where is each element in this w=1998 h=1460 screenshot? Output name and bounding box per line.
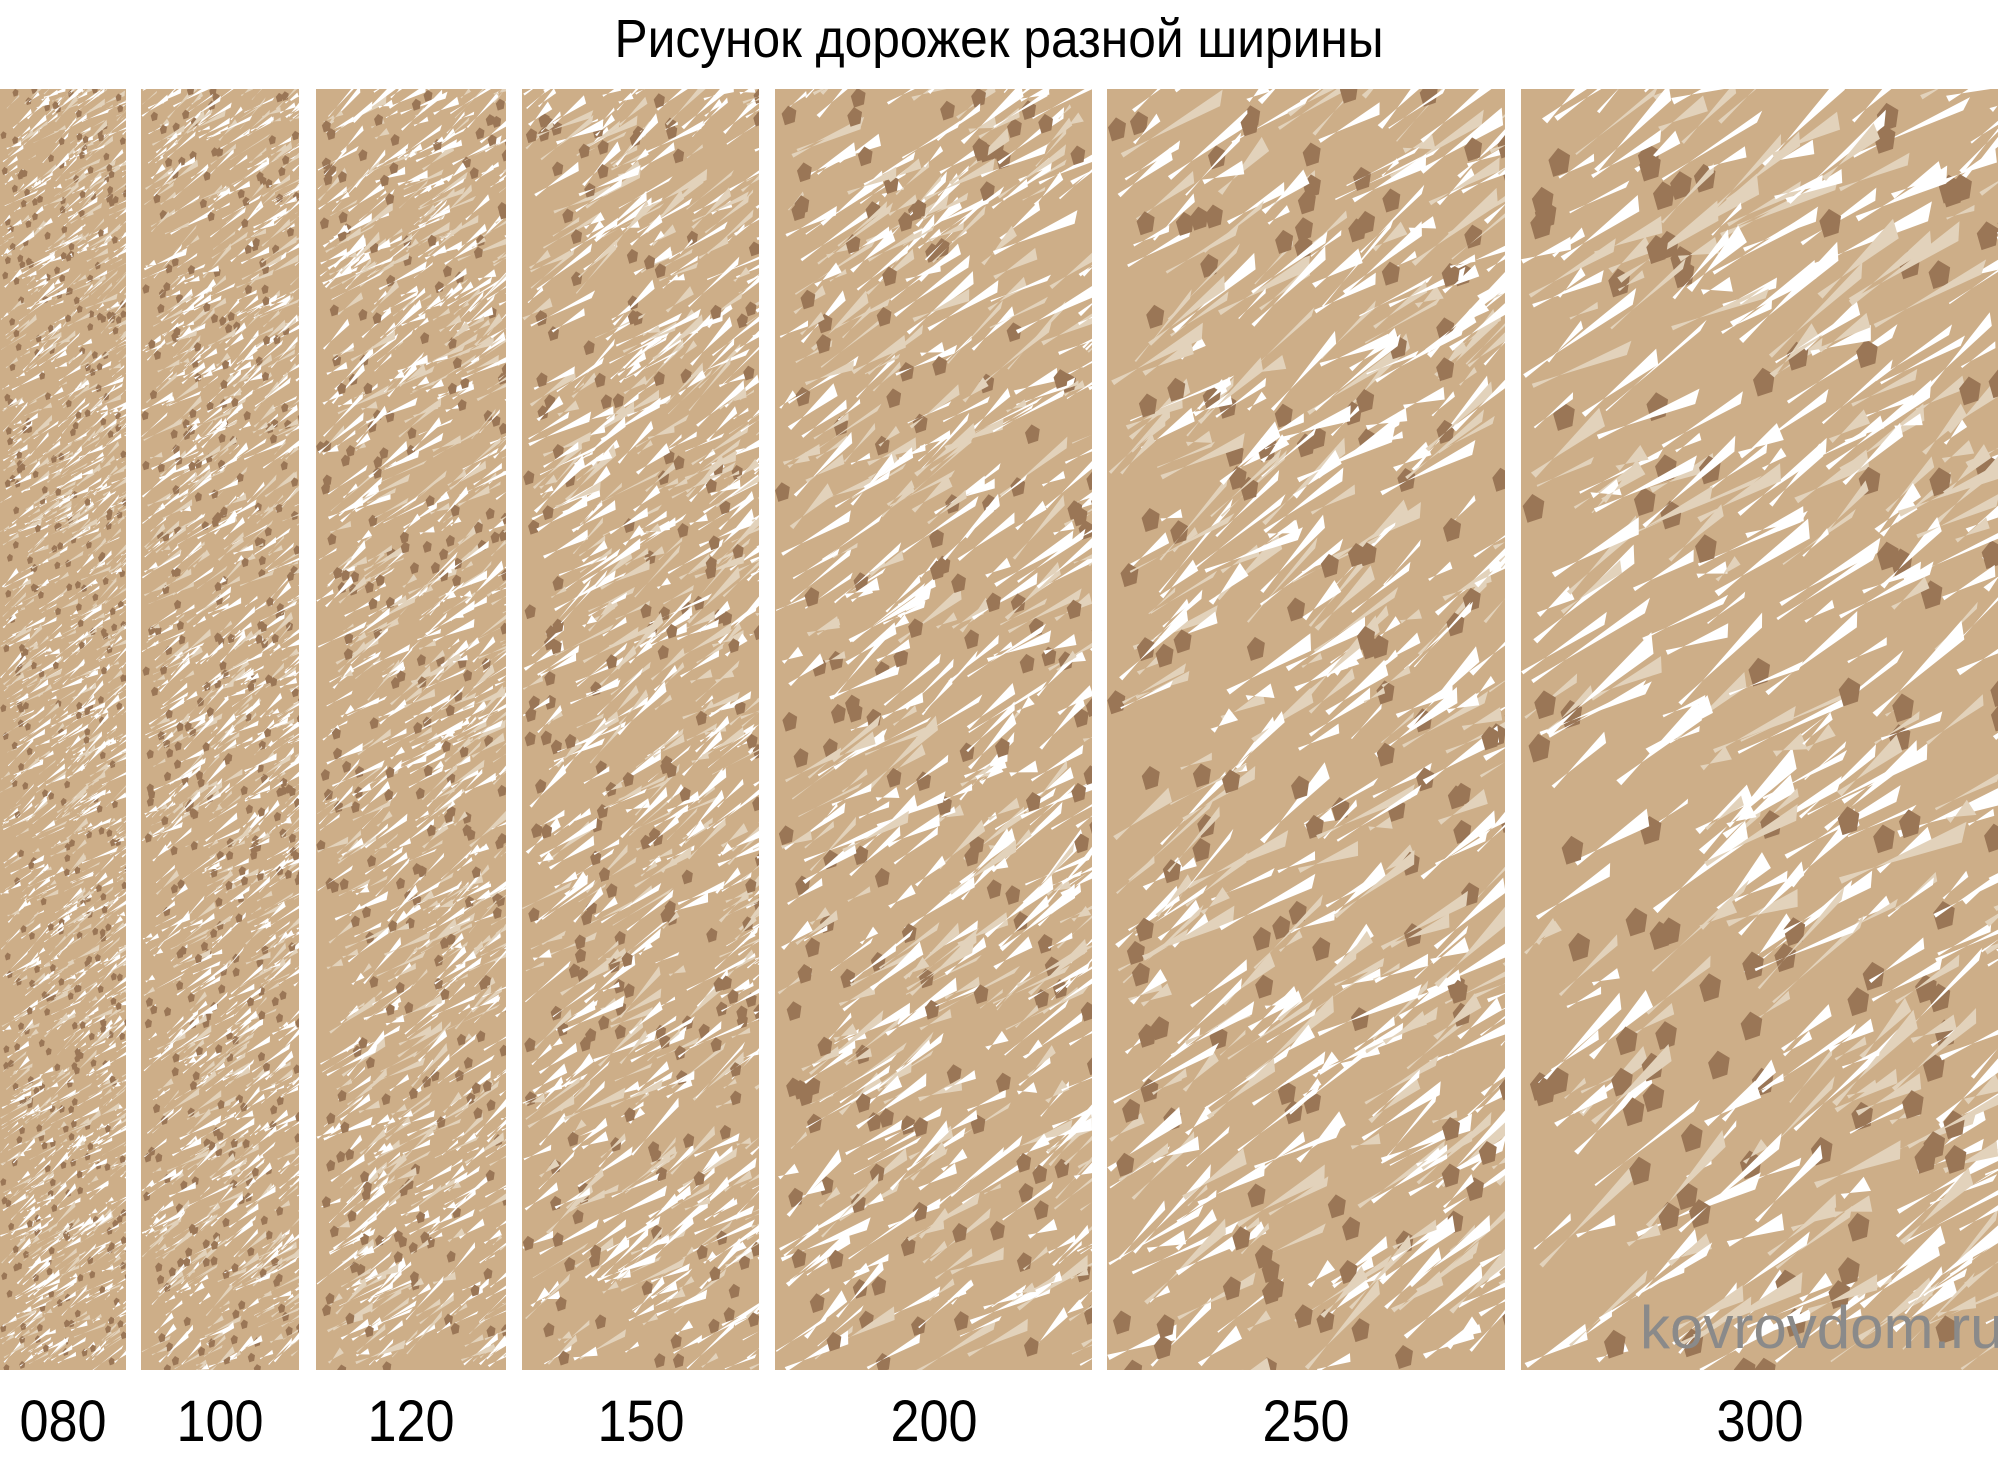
runner-strip-100 [141,89,299,1370]
strip-width-label: 120 [367,1389,455,1454]
runner-strip-080 [0,89,126,1370]
strip-width-label: 300 [1715,1389,1804,1454]
runner-strip-250 [1107,89,1505,1370]
runner-strip-120 [316,89,506,1370]
strip-width-label: 200 [889,1389,978,1454]
runner-strip-200 [775,89,1092,1370]
runner-strip-300 [1521,89,1998,1370]
strip-width-label: 100 [176,1389,264,1454]
strip-width-label: 080 [19,1389,107,1454]
page-title: Рисунок дорожек разной ширины [614,9,1384,69]
strip-width-label: 150 [596,1389,685,1454]
strip-width-label: 250 [1262,1389,1350,1454]
watermark: kovrovdom.ru [1640,1294,1998,1361]
runner-strip-150 [522,89,759,1370]
